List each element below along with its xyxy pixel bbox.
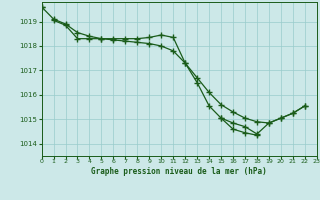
X-axis label: Graphe pression niveau de la mer (hPa): Graphe pression niveau de la mer (hPa) xyxy=(91,167,267,176)
